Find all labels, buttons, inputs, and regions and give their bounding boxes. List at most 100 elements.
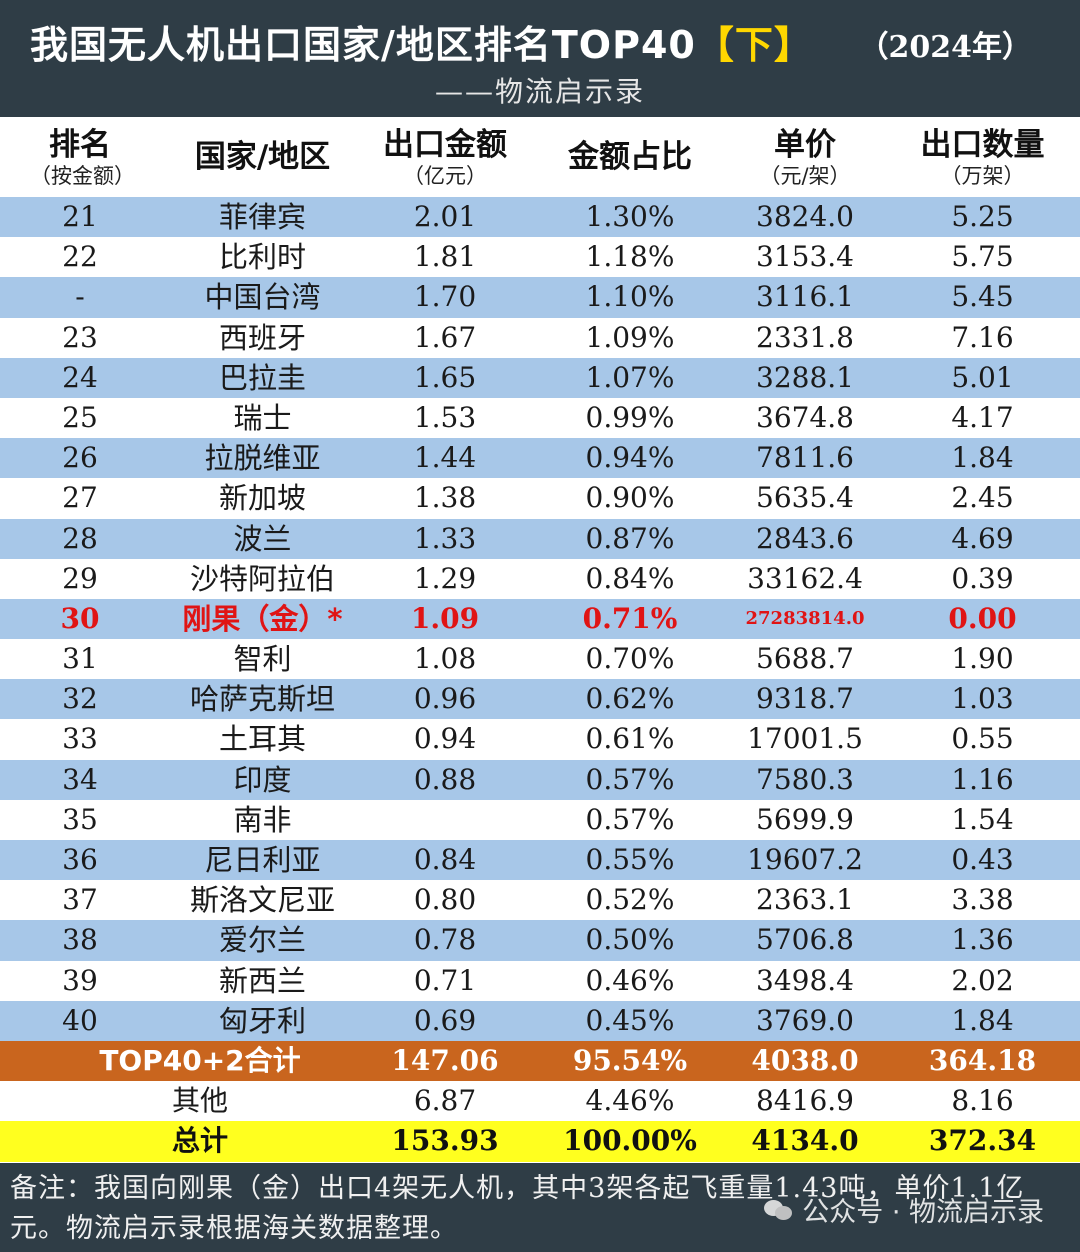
cell-amount: 0.69 — [413, 1003, 477, 1037]
cell-share: 0.52% — [585, 883, 675, 917]
table-row: 22 比利时 1.81 1.18% 3153.4 5.75 — [0, 237, 1080, 278]
cell-share: 0.57% — [585, 762, 675, 796]
cell-amount: 1.53 — [413, 400, 477, 434]
cell-region: 波兰 — [233, 521, 292, 556]
title-bar: 我国无人机出口国家/地区排名TOP40【下】 （2024年） ——物流启示录 — [0, 0, 1080, 117]
cell-amount: 1.70 — [413, 280, 477, 314]
table-row: 40 匈牙利 0.69 0.45% 3769.0 1.84 — [0, 1000, 1080, 1041]
cell-amount: 0.71 — [413, 963, 477, 997]
cell-qty: 1.90 — [951, 642, 1014, 676]
cell-qty: 4.69 — [951, 521, 1014, 555]
cell-region: 印度 — [233, 762, 292, 797]
cell-share: 1.07% — [585, 360, 675, 394]
table-row: 25 瑞士 1.53 0.99% 3674.8 4.17 — [0, 397, 1080, 439]
cell-price: 17001.5 — [747, 722, 863, 756]
cell-region: 哈萨克斯坦 — [189, 682, 335, 717]
cell-region: 南非 — [233, 802, 292, 837]
cell-qty: 5.01 — [951, 360, 1014, 394]
header-price: 单价 （元/架） — [720, 117, 890, 197]
summary-qty: 372.34 — [928, 1124, 1037, 1158]
cell-qty: 1.03 — [951, 682, 1014, 716]
table-row: 34 印度 0.88 0.57% 7580.3 1.16 — [0, 759, 1080, 800]
cell-region: 中国台湾 — [204, 280, 321, 315]
cell-region: 新加坡 — [218, 481, 306, 516]
cell-share: 0.45% — [585, 1003, 675, 1037]
cell-price: 7811.6 — [756, 441, 854, 475]
cell-rank: 29 — [62, 561, 98, 595]
cell-price: 3153.4 — [756, 240, 854, 274]
cell-rank: 38 — [62, 923, 98, 957]
table-row: 23 西班牙 1.67 1.09% 2331.8 7.16 — [0, 317, 1080, 358]
cell-share: 1.09% — [585, 320, 675, 354]
table-row: 39 新西兰 0.71 0.46% 3498.4 2.02 — [0, 960, 1080, 1001]
header-amount-label: 出口金额 — [383, 127, 507, 163]
cell-rank: 28 — [62, 521, 98, 555]
cell-share: 0.90% — [585, 481, 675, 515]
cell-qty: 5.45 — [951, 280, 1014, 314]
summary-amount: 6.87 — [413, 1084, 477, 1118]
cell-qty: 2.02 — [951, 963, 1014, 997]
cell-region: 土耳其 — [218, 722, 306, 757]
summary-label: TOP40+2合计 — [99, 1043, 301, 1077]
header-qty: 出口数量 （万架） — [905, 117, 1060, 197]
cell-region: 匈牙利 — [218, 1003, 306, 1038]
cell-share: 1.30% — [585, 200, 675, 233]
cell-amount: 0.96 — [413, 682, 477, 716]
cell-qty: 0.00 — [948, 601, 1017, 635]
cell-rank: 37 — [62, 883, 98, 917]
cell-region: 尼日利亚 — [204, 843, 321, 877]
cell-region: 巴拉圭 — [218, 360, 306, 395]
cell-rank: 33 — [62, 722, 98, 756]
table-header: 排名 （按金额） 国家/地区 出口金额 （亿元） 金额占比 单价 （元/架） 出… — [0, 117, 1080, 197]
cell-share: 0.46% — [585, 963, 675, 997]
cell-rank: 31 — [62, 642, 98, 676]
cell-qty: 1.36 — [951, 923, 1014, 957]
cell-qty: 4.17 — [951, 400, 1014, 434]
table-row: 28 波兰 1.33 0.87% 2843.6 4.69 — [0, 518, 1080, 559]
cell-price: 5699.9 — [756, 802, 854, 836]
header-amount: 出口金额 （亿元） — [375, 117, 515, 197]
data-table: 21 菲律宾 2.01 1.30% 3824.0 5.25 22 比利时 1.81 1.18% 31… — [0, 197, 1080, 1162]
summary-qty: 8.16 — [951, 1084, 1014, 1118]
cell-rank: 23 — [62, 320, 98, 354]
cell-amount: 1.08 — [413, 642, 477, 676]
cell-share: 1.10% — [585, 280, 675, 314]
cell-rank: 21 — [62, 200, 98, 233]
summary-price: 4038.0 — [751, 1043, 859, 1077]
cell-qty: 2.45 — [951, 481, 1014, 515]
cell-share: 0.84% — [585, 561, 675, 595]
cell-region: 新西兰 — [218, 963, 306, 998]
cell-rank: 27 — [62, 481, 98, 515]
cell-amount: 0.84 — [413, 843, 477, 876]
cell-share: 0.57% — [585, 802, 675, 836]
watermark-text: 公众号 · 物流启示录 — [802, 1197, 1044, 1228]
cell-qty: 1.84 — [951, 441, 1014, 475]
cell-rank: 35 — [62, 802, 98, 836]
summary-row: 总计 153.93 100.00% 4134.0 372.34 — [0, 1121, 1080, 1162]
summary-label: 其他 — [171, 1084, 228, 1118]
footnote-text: 备注：我国向刚果（金）出口4架无人机，其中3架各起飞重量1.43吨，单价1.1亿… — [10, 1173, 1025, 1244]
cell-qty: 5.75 — [951, 240, 1014, 274]
header-rank-label: 排名 — [49, 127, 111, 163]
cell-region: 刚果（金）* — [182, 601, 343, 636]
cell-qty: 3.38 — [951, 883, 1014, 917]
header-price-label: 单价 — [774, 127, 836, 163]
cell-amount: 0.88 — [413, 762, 477, 796]
cell-rank: 22 — [62, 240, 98, 274]
summary-share: 95.54% — [572, 1043, 688, 1077]
header-region: 国家/地区 — [155, 117, 370, 197]
cell-price: 2363.1 — [756, 883, 854, 917]
cell-qty: 0.55 — [951, 722, 1014, 756]
table-row: 33 土耳其 0.94 0.61% 17001.5 0.55 — [0, 719, 1080, 760]
title-highlight: 【下】 — [695, 23, 813, 67]
wechat-icon — [764, 1198, 794, 1222]
cell-region: 斯洛文尼亚 — [189, 883, 335, 918]
table-row: 29 沙特阿拉伯 1.29 0.84% 33162.4 0.39 — [0, 558, 1080, 599]
cell-rank: 40 — [62, 1003, 98, 1037]
cell-rank: 34 — [62, 762, 98, 796]
cell-rank: 26 — [62, 441, 98, 475]
cell-rank: 32 — [62, 682, 98, 716]
summary-price: 8416.9 — [756, 1084, 854, 1118]
table-row: 24 巴拉圭 1.65 1.07% 3288.1 5.01 — [0, 357, 1080, 398]
cell-price: 9318.7 — [756, 682, 854, 716]
